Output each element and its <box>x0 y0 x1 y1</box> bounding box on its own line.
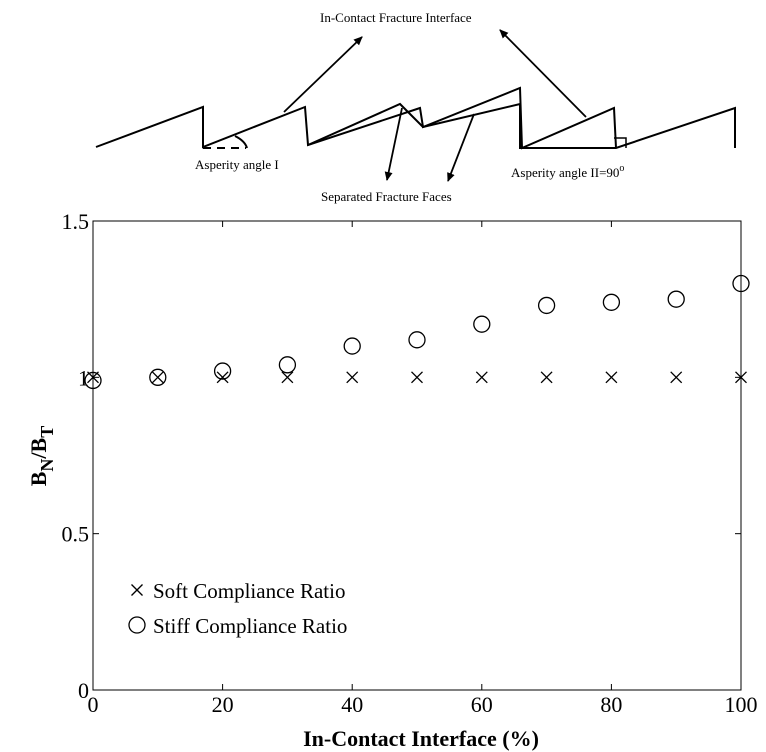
soft-compliance-point <box>540 371 553 384</box>
asperity-angle-2-label: Asperity angle II=90o <box>511 163 624 180</box>
stiff-compliance-point <box>149 368 167 386</box>
x-tick-label: 20 <box>212 692 234 717</box>
asperity-angle-2-text: Asperity angle II=90 <box>511 165 619 180</box>
stiff-compliance-point <box>732 274 750 293</box>
y-tick-label: 0.5 <box>62 522 90 547</box>
stiff-compliance-point <box>408 331 426 349</box>
plot-frame <box>92 220 742 691</box>
stiff-compliance-point <box>667 290 685 308</box>
stiff-compliance-point <box>84 371 102 390</box>
soft-compliance-point <box>216 371 229 384</box>
legend-soft-marker <box>131 584 143 596</box>
separated-faces-label: Separated Fracture Faces <box>321 189 452 204</box>
stiff-compliance-point <box>278 356 297 374</box>
x-axis-title: In-Contact Interface (%) <box>303 726 539 751</box>
soft-compliance-point <box>670 371 683 384</box>
stiff-compliance-point <box>537 296 556 315</box>
stiff-compliance-point <box>343 337 361 355</box>
x-axis: 0 20 40 60 80 100 <box>88 221 758 717</box>
x-tick-label: 0 <box>88 692 99 717</box>
fracture-diagram <box>95 29 736 182</box>
soft-compliance-point <box>735 371 747 384</box>
y-tick-label: 0 <box>78 678 89 703</box>
y-title-sub-n: N <box>37 459 57 472</box>
asperity-angle-1-label: Asperity angle I <box>195 157 279 172</box>
y-axis: 0 0.5 1 1.5 <box>62 209 741 703</box>
y-title-sub-t: T <box>37 426 57 438</box>
x-tick-label: 80 <box>600 692 622 717</box>
stiff-compliance-point <box>473 315 491 333</box>
soft-compliance-point <box>605 371 618 384</box>
lower-fracture-face <box>95 86 617 150</box>
soft-compliance-point <box>346 371 359 384</box>
chart-area: 0 20 40 60 80 100 0 0.5 1 1.5 In-Contact Interfa… <box>26 209 758 751</box>
arrow-in-contact-left <box>283 36 363 113</box>
stiff-compliance-point <box>213 362 232 380</box>
y-title-slash-b: /B <box>26 437 51 459</box>
y-axis-title: BN/BT <box>26 426 57 487</box>
legend-stiff-marker <box>128 616 146 634</box>
soft-compliance-point <box>475 371 488 384</box>
arrow-in-contact-right <box>499 29 587 118</box>
soft-compliance-point <box>281 371 294 384</box>
arrow-separated-left <box>384 107 403 181</box>
degree-superscript: o <box>619 163 624 174</box>
x-tick-label: 40 <box>341 692 363 717</box>
legend: Soft Compliance Ratio Stiff Compliance Ra… <box>128 579 347 638</box>
y-tick-label: 1.5 <box>62 209 90 234</box>
x-tick-label: 60 <box>471 692 493 717</box>
x-tick-label: 100 <box>725 692 758 717</box>
asperity-1-angle-arc <box>234 135 248 149</box>
asperity-2-right-angle <box>614 137 627 148</box>
y-tick-label: 1 <box>78 365 89 390</box>
y-title-b: B <box>26 471 51 486</box>
arrow-separated-right <box>447 113 475 182</box>
legend-label: Stiff Compliance Ratio <box>153 614 347 638</box>
in-contact-interface-label: In-Contact Fracture Interface <box>320 10 472 25</box>
soft-compliance-point <box>151 371 164 384</box>
soft-compliance-point <box>411 371 423 384</box>
upper-fracture-face <box>307 102 736 149</box>
data-marks <box>84 274 750 390</box>
legend-label: Soft Compliance Ratio <box>153 579 345 603</box>
stiff-compliance-point <box>602 293 621 311</box>
